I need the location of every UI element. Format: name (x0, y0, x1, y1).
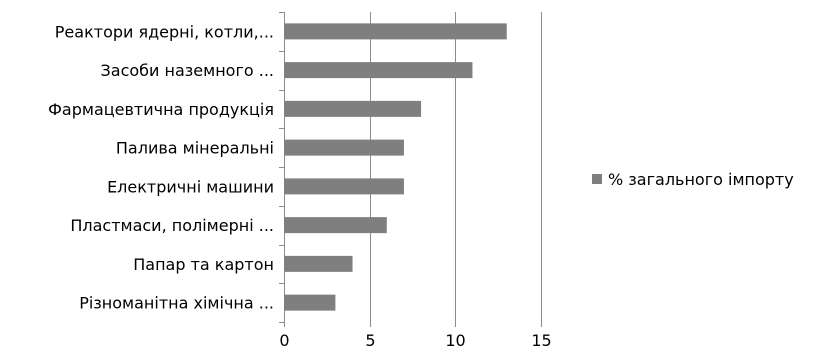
x-tick-label: 0 (279, 331, 289, 349)
bars (284, 23, 507, 311)
bar (284, 100, 422, 117)
bar (284, 62, 473, 79)
legend-swatch (592, 174, 602, 184)
legend-label: % загального імпорту (608, 170, 794, 189)
bar (284, 23, 507, 40)
bar (284, 294, 336, 311)
x-tick-label: 15 (531, 331, 551, 349)
category-label: Різноманітна хімічна ... (79, 294, 274, 313)
bar (284, 217, 387, 234)
x-tick-labels: 0 5 10 15 (279, 331, 551, 349)
category-label: Палива мінеральні (116, 139, 274, 158)
bar (284, 178, 404, 195)
category-label: Електричні машини (107, 177, 274, 196)
legend: % загального імпорту (592, 170, 794, 189)
category-label: Реактори ядерні, котли,... (55, 22, 274, 41)
category-label: Папар та картон (133, 255, 274, 274)
x-tick-label: 10 (445, 331, 465, 349)
gridlines (279, 12, 542, 327)
category-label: Фармацевтична продукція (48, 100, 274, 119)
bar (284, 255, 353, 272)
category-label: Засоби наземного ... (101, 61, 274, 80)
category-label: Пластмаси, полімерні ... (70, 216, 274, 235)
x-tick-label: 5 (365, 331, 375, 349)
bar (284, 139, 404, 156)
category-labels: Реактори ядерні, котли,... Засоби наземно… (48, 22, 274, 312)
